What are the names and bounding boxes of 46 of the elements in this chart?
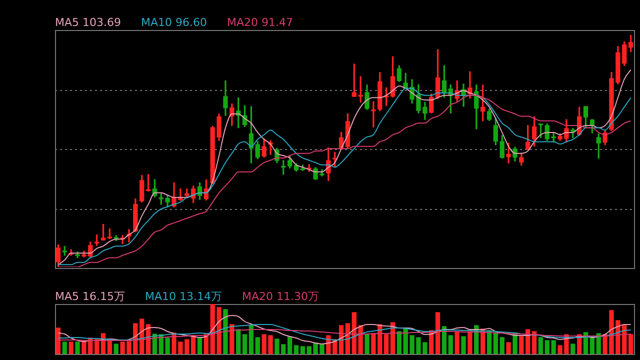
bar <box>396 331 402 354</box>
bar <box>287 336 292 354</box>
bar <box>532 331 537 354</box>
bar <box>294 345 299 354</box>
bar <box>230 324 234 354</box>
bar <box>493 332 498 354</box>
bar <box>448 335 453 354</box>
text: MA10 13.14万 <box>145 289 222 304</box>
bar <box>461 336 466 354</box>
bar <box>223 309 228 354</box>
bar <box>114 344 118 354</box>
bar <box>242 334 248 354</box>
text: MA5 103.69 <box>55 16 121 29</box>
bar <box>94 339 100 354</box>
bar <box>75 342 80 354</box>
text: MA5 16.15万 <box>55 289 126 304</box>
bar <box>62 342 67 354</box>
candlestick <box>371 101 376 128</box>
bar <box>255 337 260 354</box>
bar <box>538 337 544 354</box>
bar <box>622 325 627 354</box>
bar <box>364 334 370 354</box>
bar <box>435 312 440 354</box>
bar <box>384 334 389 354</box>
bar <box>596 333 601 354</box>
bar <box>570 344 576 354</box>
bar <box>300 346 306 354</box>
bar <box>628 334 634 354</box>
bar <box>551 340 556 354</box>
bar <box>248 325 254 354</box>
bar <box>468 331 472 354</box>
bar <box>506 342 511 354</box>
text: MA10 96.60 <box>141 16 207 29</box>
text: MA20 91.47 <box>227 16 293 29</box>
bar <box>197 337 202 354</box>
bar <box>56 328 61 354</box>
bar <box>519 336 524 354</box>
candlestick <box>506 142 511 164</box>
bar <box>500 337 504 354</box>
bar <box>165 338 170 354</box>
bar <box>454 331 460 354</box>
text: MA20 11.30万 <box>242 289 320 304</box>
bar <box>544 340 550 354</box>
bar <box>590 338 595 354</box>
bar <box>236 329 241 354</box>
bar <box>68 342 74 354</box>
